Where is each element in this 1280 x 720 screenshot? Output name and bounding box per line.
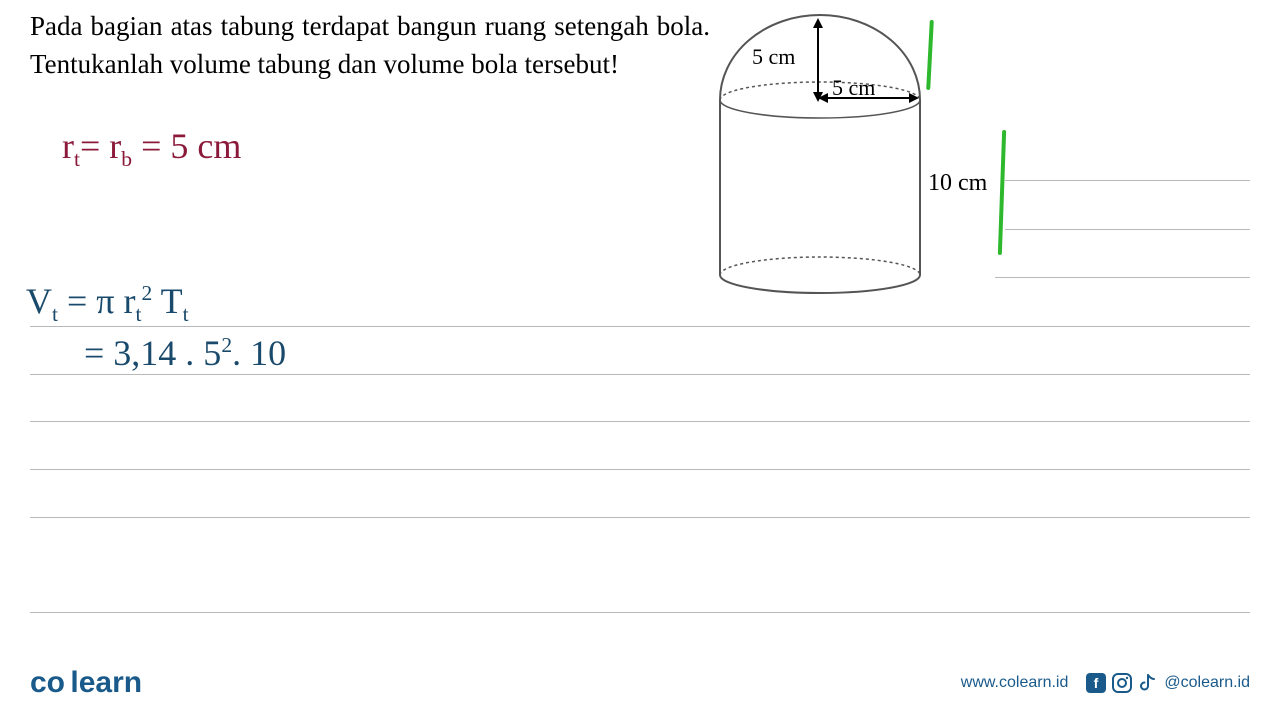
tiktok-icon [1138,673,1158,693]
ruled-line-2 [30,374,1250,375]
ruled-line-5 [30,517,1250,518]
handwriting-calculation: = 3,14 . 52. 10 [84,332,286,374]
radius-label: 5 cm [832,75,875,100]
ruled-line-p1 [1005,180,1250,181]
footer: co learn www.colearn.id f @colearn.id [0,666,1280,700]
social-handles: f @colearn.id [1086,673,1250,693]
website-url: www.colearn.id [961,674,1069,692]
social-handle-text: @colearn.id [1164,674,1250,692]
handwriting-formula: Vt = π rt2 Tt [26,280,189,327]
ruled-line-p2 [1005,229,1250,230]
handwriting-given: rt= rb = 5 cm [62,125,241,172]
ruled-line-p3 [995,277,1250,278]
instagram-icon [1112,673,1132,693]
problem-text: Pada bagian atas tabung terdapat bangun … [30,8,710,84]
svg-text:f: f [1094,675,1099,691]
ruled-line-4 [30,469,1250,470]
geometry-diagram: 5 cm 5 cm 10 cm [710,10,1010,310]
brand-logo: co learn [30,666,142,700]
ruled-line-6 [30,612,1250,613]
facebook-icon: f [1086,673,1106,693]
ruled-line-3 [30,421,1250,422]
cylinder-height-label: 10 cm [928,170,988,196]
ruled-line-1 [30,326,1250,327]
hemisphere-height-label: 5 cm [752,44,795,69]
